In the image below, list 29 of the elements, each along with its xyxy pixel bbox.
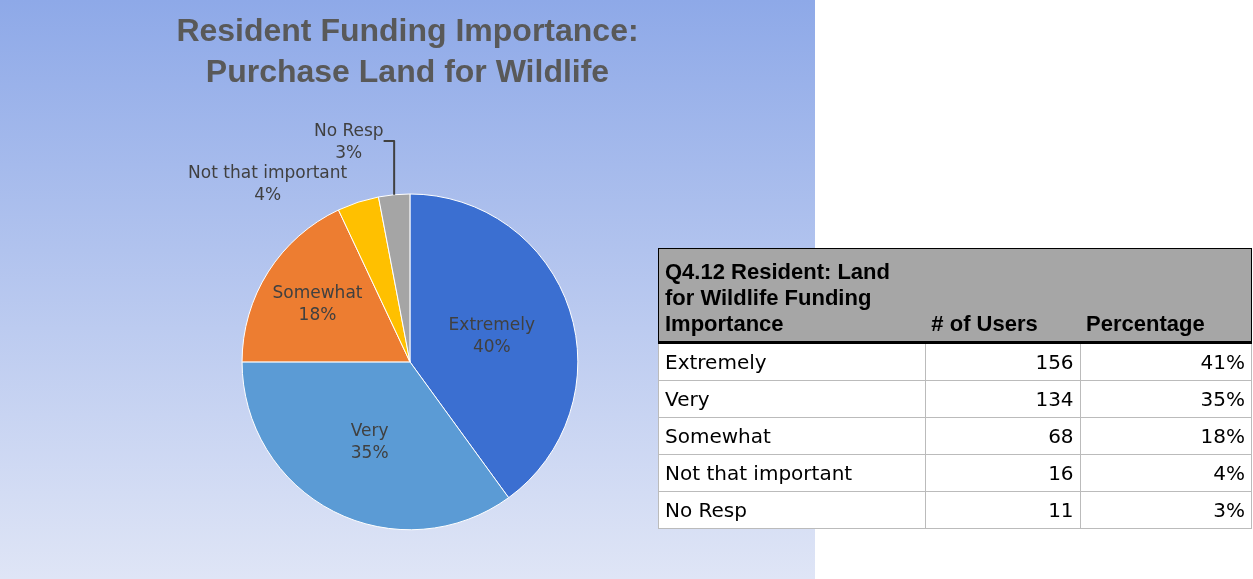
category-label: Not that important [658, 454, 926, 492]
data-label: 156 [925, 342, 1081, 381]
series-label: # of Users [925, 248, 1081, 343]
data-label: 4% [1080, 454, 1252, 492]
chart-title: Resident Funding Importance: Purchase Land for Wildlife [176, 11, 639, 90]
data-label: 35% [350, 442, 389, 463]
data-label: 18% [298, 304, 337, 325]
category-label: Extremely [658, 342, 926, 381]
slice-label: Somewhat [272, 282, 363, 303]
data-label: 11 [925, 491, 1081, 529]
data-label: 35% [1080, 380, 1252, 418]
text: Percentage [1080, 248, 1252, 343]
slice-label: Not that important [188, 162, 348, 183]
data-label: 3% [1080, 491, 1252, 529]
data-label: 40% [472, 336, 511, 357]
text: Q4.12 Resident: Land for Wildlife Funding Importance [658, 248, 926, 343]
data-label: 134 [925, 380, 1081, 418]
data-label: 16 [925, 454, 1081, 492]
data-label: 4% [254, 184, 282, 205]
data-label: 18% [1080, 417, 1252, 455]
category-label: Very [658, 380, 926, 418]
slice-label: Extremely [448, 314, 535, 335]
category-label: No Resp [658, 491, 926, 529]
category-label: Somewhat [658, 417, 926, 455]
slice-label: No Resp [313, 120, 384, 141]
data-label: 3% [335, 142, 363, 163]
data-label: 41% [1080, 342, 1252, 381]
slice-label: Very [350, 419, 389, 440]
data-label: 68 [925, 417, 1081, 455]
